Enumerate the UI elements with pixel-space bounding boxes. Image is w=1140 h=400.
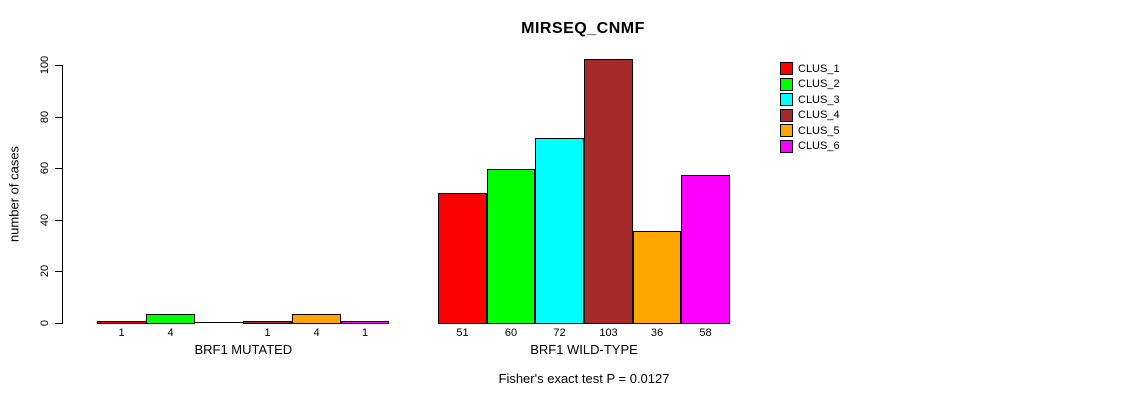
bar	[438, 193, 487, 324]
group-label: BRF1 WILD-TYPE	[530, 342, 638, 357]
bar-value-label: 4	[167, 327, 174, 339]
legend-swatch	[780, 62, 793, 76]
legend-label: CLUS_6	[798, 140, 840, 153]
bar	[146, 314, 195, 324]
legend-swatch	[780, 77, 793, 91]
chart-title: MIRSEQ_CNMF	[521, 20, 645, 37]
legend-label: CLUS_5	[798, 124, 840, 137]
legend-row: CLUS_4	[780, 108, 840, 124]
bar-value-label: 36	[650, 327, 664, 339]
bar	[584, 59, 633, 324]
bar	[487, 169, 535, 324]
legend-row: CLUS_6	[780, 139, 840, 155]
bar-value-label: 1	[361, 327, 369, 339]
legend-swatch	[780, 93, 793, 107]
bar-value-label: 4	[313, 327, 320, 339]
legend-label: CLUS_3	[798, 93, 840, 106]
y-tick	[55, 271, 62, 272]
legend-row: CLUS_5	[780, 123, 840, 139]
y-tick	[55, 65, 62, 66]
legend-label: CLUS_2	[798, 78, 840, 91]
legend-label: CLUS_1	[798, 62, 840, 75]
legend-row: CLUS_1	[780, 61, 840, 77]
y-tick-label: 40	[39, 213, 51, 227]
fisher-test-annotation: Fisher's exact test P = 0.0127	[498, 371, 670, 386]
bar-value-label: 103	[599, 327, 618, 339]
legend-row: CLUS_3	[780, 92, 840, 108]
y-tick	[55, 220, 62, 221]
y-tick	[55, 323, 62, 324]
group-label: BRF1 MUTATED	[194, 342, 293, 357]
legend-label: CLUS_4	[798, 109, 840, 122]
legend-row: CLUS_2	[780, 77, 840, 93]
legend: CLUS_1 CLUS_2 CLUS_3 CLUS_4 CLUS_5 CLUS_6	[780, 61, 840, 154]
bar	[97, 321, 146, 324]
y-tick-label: 0	[39, 319, 51, 327]
y-tick-label: 60	[39, 161, 51, 175]
legend-swatch	[780, 139, 793, 153]
y-tick	[55, 117, 62, 118]
bar-value-label: 58	[699, 327, 712, 339]
bar	[292, 314, 341, 324]
y-tick-label: 100	[39, 55, 51, 75]
bar-value-label: 1	[264, 327, 271, 339]
bar-value-label: 72	[553, 327, 566, 339]
y-axis-title: number of cases	[6, 145, 22, 243]
bar	[535, 138, 584, 324]
legend-swatch	[780, 108, 793, 122]
y-axis-line	[62, 65, 63, 324]
bar	[243, 321, 292, 324]
bar	[681, 175, 730, 324]
y-tick-label: 20	[39, 264, 51, 278]
bar	[341, 321, 389, 324]
y-tick	[55, 168, 62, 169]
y-tick-label: 80	[39, 110, 51, 124]
zero-bar	[195, 322, 243, 323]
bar-value-label: 1	[118, 327, 125, 339]
bar	[633, 231, 681, 324]
legend-swatch	[780, 124, 793, 138]
bar-value-label: 60	[504, 327, 518, 339]
bar-value-label: 51	[456, 327, 469, 339]
